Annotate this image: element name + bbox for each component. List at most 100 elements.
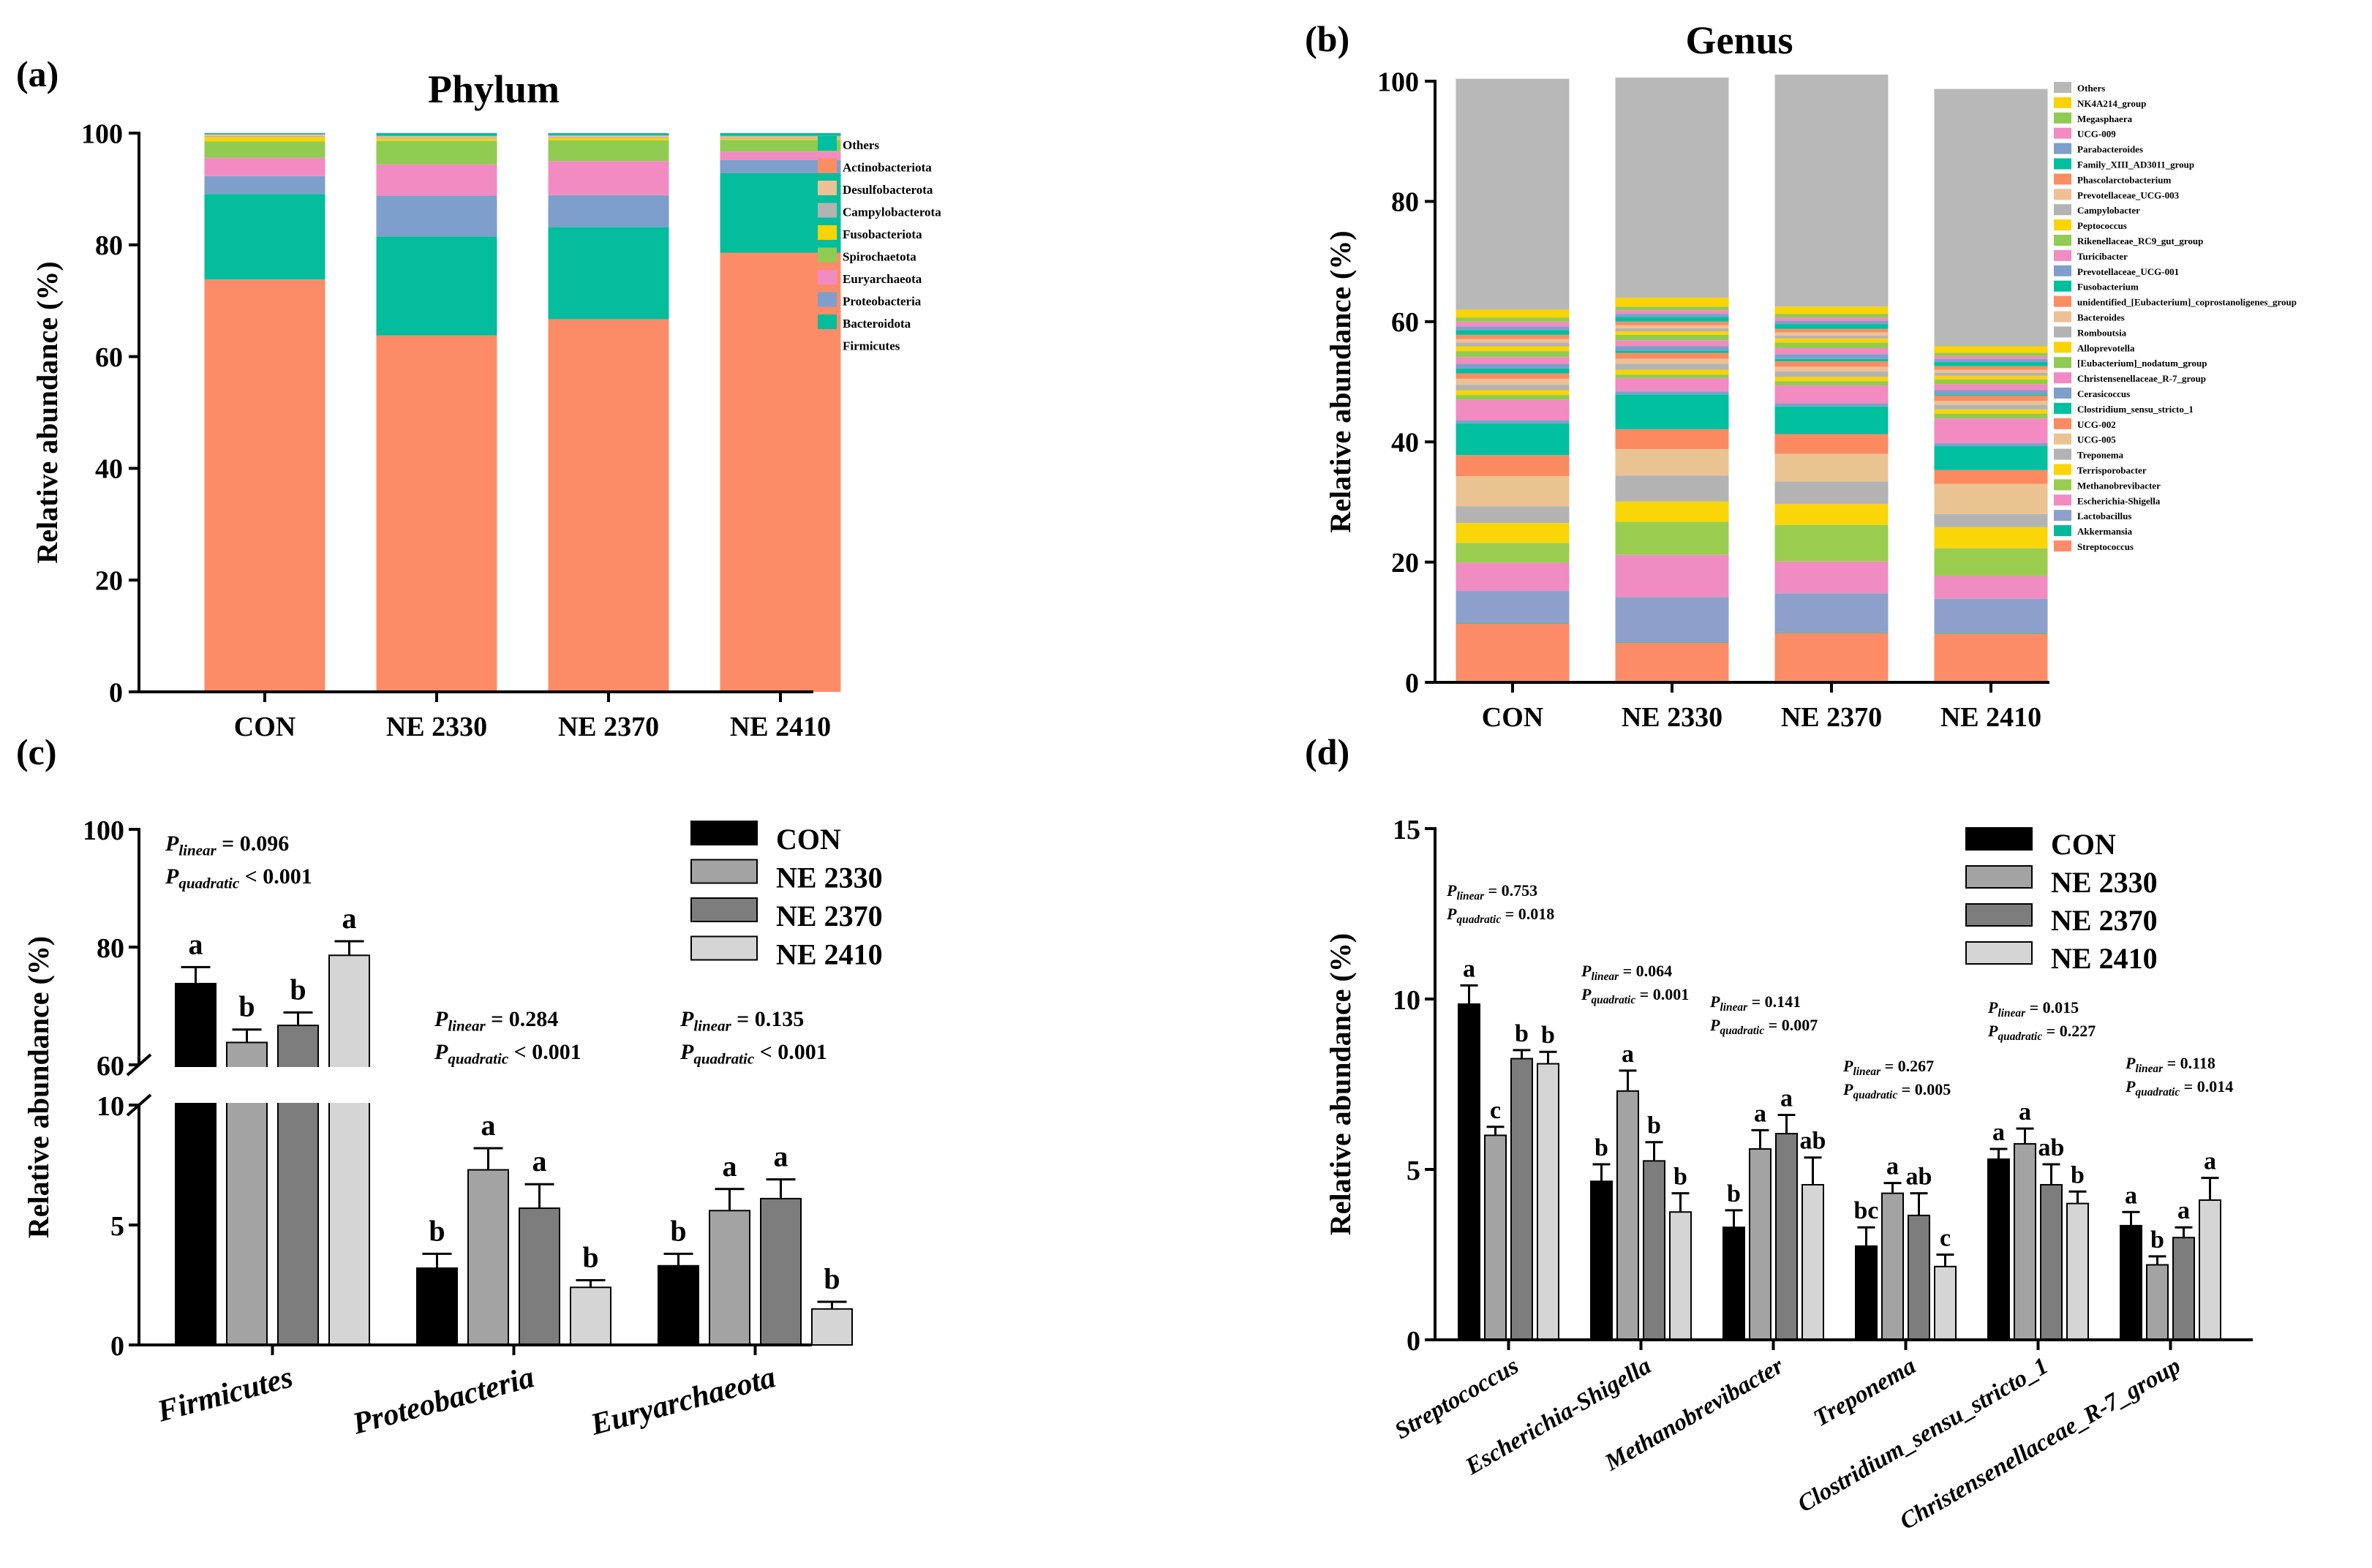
bar-segment-ne-2410-eubacterium-nodatum-group [1934,413,2048,419]
bar-segment-ne-2330-campylobacter [1615,328,1729,331]
p-linear-treponema-subscript: linear [1853,1066,1881,1078]
x-tick-label-streptococcus: Streptococcus [1390,1353,1524,1445]
legend-label-bacteroides: Bacteroides [2077,312,2125,323]
significance-letter-christensenellaceae-r-7-group-ne-2410: a [2204,1148,2216,1175]
bar-segment-con-others [204,133,325,135]
legend-swatch-actinobacteriota [818,158,837,173]
x-tick-label-ne-2370: NE 2370 [558,712,659,742]
bar-segment-ne-2370-fusobacterium [1774,358,1889,362]
p-quadratic-firmicutes-subscript: quadratic [178,875,240,892]
p-linear-streptococcus-subscript: linear [1456,890,1485,902]
significance-letter-christensenellaceae-r-7-group-con: a [2125,1182,2137,1209]
legend-swatch-bacteroides [2054,311,2071,323]
bar-clostridium-sensu-stricto-1-ne-2330 [2014,1143,2036,1341]
legend-swatch-unidentified-eubacterium-coprostanoligenes-group [2054,295,2071,307]
legend-swatch-escherichia-shigella [2054,494,2071,506]
significance-letter-treponema-con: bc [1854,1197,1879,1224]
y-tick-label: 100 [83,815,124,846]
chart-title: Genus [1685,18,1793,62]
bar-segment-ne-2370-cerasicoccus [1774,403,1889,407]
legend-swatch-con [1965,827,2033,851]
legend-swatch-others [818,136,837,151]
bar-segment-ne-2370-peptococcus [1774,338,1889,343]
panel-letter: (a) [16,53,59,94]
bar-segment-ne-2330-firmicutes [376,335,497,692]
p-linear-christensenellaceae-r-7-group: Plinear = 0.118 [2125,1054,2215,1075]
significance-letter-proteobacteria-ne-2370: a [532,1145,547,1177]
bar-segment-ne-2410-ucg-005 [1934,483,2048,514]
x-tick-label-ne-2330: NE 2330 [386,712,487,742]
p-linear-streptococcus: Plinear = 0.753 [1446,881,1537,902]
legend-swatch-clostridium-sensu-stricto-1 [2054,402,2071,414]
legend-swatch-turicibacter [2054,249,2071,261]
bar-firmicutes-ne-2410 [328,954,370,1346]
p-linear-firmicutes-symbol: P [165,832,179,856]
bar-christensenellaceae-r-7-group-con [2120,1224,2142,1341]
bar-segment-ne-2410-family-xiii-ad3011-group [1934,361,2048,366]
legend-swatch-megasphaera [2054,112,2071,124]
bar-segment-ne-2330-euryarchaeota [376,164,497,196]
p-quadratic-escherichia-shigella: Pquadratic = 0.001 [1581,985,1689,1006]
p-linear-clostridium-sensu-stricto-1-symbol: P [1987,998,1998,1017]
p-quadratic-streptococcus-value: = 0.018 [1501,905,1554,923]
legend-label-campylobacterota: Campylobacterota [843,206,941,219]
bar-segment-ne-2370-phascolarctobacterium [1774,328,1889,333]
bar-firmicutes-con [175,982,217,1346]
legend-swatch-firmicutes [818,336,837,352]
bar-streptococcus-con [1458,1003,1480,1341]
p-linear-proteobacteria-symbol: P [434,1007,448,1031]
legend-swatch-romboutsia [2054,326,2071,338]
legend-swatch-terrisporobacter [2054,464,2071,475]
legend-label-ne-2330: NE 2330 [2051,866,2158,899]
bar-segment-ne-2330-actinobacteriota [376,135,497,137]
bar-segment-ne-2330-peptococcus [1615,331,1729,335]
p-quadratic-euryarchaeota: Pquadratic < 0.001 [679,1040,827,1068]
bar-segment-con-campylobacter [1456,342,1570,347]
legend-swatch-methanobrevibacter [2054,479,2071,491]
bar-segment-ne-2330-ucg-009 [1615,310,1729,314]
p-linear-escherichia-shigella-symbol: P [1581,962,1592,980]
legend-label-christensenellaceae-r-7-group: Christensenellaceae_R-7_group [2077,373,2206,384]
axis-break-gap [142,1067,815,1103]
significance-letter-clostridium-sensu-stricto-1-ne-2330: a [2019,1098,2031,1126]
legend-label-cerasicoccus: Cerasicoccus [2077,388,2130,399]
legend-swatch-ne-2410 [1965,941,2033,965]
y-tick-label: 15 [1393,815,1420,845]
p-quadratic-firmicutes-symbol: P [165,864,179,889]
y-axis-title: Relative abundance (%) [1324,230,1357,532]
bar-segment-con-cerasicoccus [1456,420,1570,423]
bar-treponema-ne-2370 [1908,1214,1930,1341]
p-linear-treponema-symbol: P [1842,1057,1853,1075]
y-axis-title: Relative abundance (%) [31,261,64,563]
bar-segment-ne-2410-prevotellaceae-ucg-003 [1934,369,2048,373]
p-quadratic-clostridium-sensu-stricto-1-subscript: quadratic [1998,1030,2042,1043]
bar-segment-ne-2410-campylobacterota [720,137,841,139]
p-quadratic-methanobrevibacter-subscript: quadratic [1720,1025,1764,1037]
bar-segment-ne-2370-christensenellaceae-r-7-group [1774,385,1889,404]
bar-christensenellaceae-r-7-group-ne-2330 [2146,1264,2169,1341]
x-tick-label-clostridium-sensu-stricto-1: Clostridium_sensu_stricto_1 [1793,1353,2053,1518]
legend-label-escherichia-shigella: Escherichia-Shigella [2077,495,2161,506]
significance-letter-treponema-ne-2330: a [1886,1153,1899,1180]
bar-segment-con-bacteroides [1456,378,1570,385]
legend-swatch-akkermansia [2054,525,2071,537]
p-linear-methanobrevibacter: Plinear = 0.141 [1709,992,1801,1014]
bar-segment-con-parabacteroides [1456,326,1570,331]
bar-christensenellaceae-r-7-group-ne-2410 [2199,1199,2221,1341]
bar-segment-ne-2330-christensenellaceae-r-7-group [1615,378,1729,392]
p-quadratic-treponema-symbol: P [1842,1080,1853,1098]
legend-swatch-euryarchaeota [818,270,837,284]
p-linear-euryarchaeota-subscript: linear [693,1017,731,1035]
legend-label-clostridium-sensu-stricto-1: Clostridium_sensu_stricto_1 [2077,404,2194,415]
panel-a-phylum-chart: (a) Phylum CON NE 2330 NE 2370 NE 2410 0 20 40 60… [16,53,941,742]
bar-euryarchaeota-ne-2410 [811,1308,853,1346]
bar-segment-ne-2410-proteobacteria [720,159,841,174]
legend-swatch-alloprevotella [2054,342,2071,353]
x-tick-label-ne-2330: NE 2330 [1622,702,1722,733]
p-quadratic-streptococcus-symbol: P [1446,905,1457,923]
bar-segment-ne-2330-turicibacter [1615,340,1729,347]
bar-segment-ne-2370-turicibacter [1774,347,1889,355]
legend-swatch-eubacterium-nodatum-group [2054,357,2071,369]
bar-treponema-con [1855,1245,1878,1341]
bar-segment-ne-2370-others [1774,74,1889,307]
